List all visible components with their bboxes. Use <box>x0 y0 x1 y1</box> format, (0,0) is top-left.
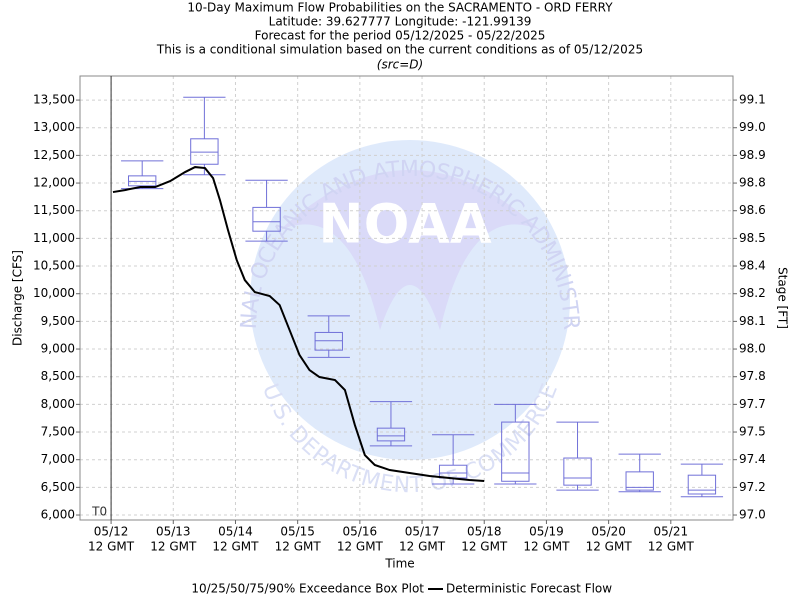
legend: 10/25/50/75/90% Exceedance Box Plot Dete… <box>191 582 612 596</box>
y2-tick-label: 97.2 <box>739 480 766 494</box>
y-axis-label: Discharge [CFS] <box>11 250 25 346</box>
y-tick-label: 11,000 <box>33 231 75 245</box>
x-tick-label: 05/12 <box>94 525 129 539</box>
y2-tick-label: 97.5 <box>739 425 766 439</box>
subtitle: This is a conditional simulation based o… <box>156 43 643 57</box>
y-tick-label: 7,500 <box>41 425 75 439</box>
x-tick-label: 05/14 <box>218 525 253 539</box>
x-tick-sublabel: 12 GMT <box>275 540 322 554</box>
x-tick-sublabel: 12 GMT <box>648 540 695 554</box>
box-body <box>376 427 406 442</box>
box-body <box>252 206 281 232</box>
x-tick-sublabel: 12 GMT <box>88 540 135 554</box>
x-tick-label: 05/17 <box>405 525 440 539</box>
x-tick-sublabel: 12 GMT <box>212 540 259 554</box>
y-tick-label: 11,500 <box>33 203 75 217</box>
box <box>245 179 288 242</box>
y2-tick-label: 98.6 <box>739 203 766 217</box>
box <box>618 453 661 493</box>
x-tick-label: 05/16 <box>343 525 378 539</box>
x-tick-sublabel: 12 GMT <box>523 540 570 554</box>
y2-tick-label: 98.2 <box>739 286 766 300</box>
legend-label: Deterministic Forecast Flow <box>446 582 612 596</box>
x-tick-label: 05/21 <box>654 525 689 539</box>
box-body <box>625 471 654 491</box>
y2-tick-label: 98.0 <box>739 342 766 356</box>
box-body <box>128 175 157 187</box>
x-axis-label: Time <box>384 557 414 571</box>
y2-axis-label: Stage [FT] <box>776 267 790 329</box>
x-tick-sublabel: 12 GMT <box>399 540 446 554</box>
forecast-line <box>112 166 485 483</box>
y2-tick-label: 97.8 <box>739 369 766 383</box>
y2-tick-label: 97.0 <box>739 508 766 522</box>
x-tick-sublabel: 12 GMT <box>586 540 633 554</box>
y2-tick-label: 98.5 <box>739 231 766 245</box>
box <box>556 421 599 491</box>
box <box>183 96 226 176</box>
y2-tick-label: 99.1 <box>739 93 766 107</box>
source: (src=D) <box>377 58 423 72</box>
y-tick-label: 13,000 <box>33 120 75 134</box>
y2-tick-label: 98.1 <box>739 314 766 328</box>
box <box>369 401 413 447</box>
y-tick-label: 10,000 <box>33 286 75 300</box>
y-tick-label: 8,500 <box>41 369 75 383</box>
x-tick-label: 05/15 <box>280 525 315 539</box>
x-tick-sublabel: 12 GMT <box>150 540 197 554</box>
y-tick-label: 7,000 <box>41 452 75 466</box>
watermark-bird <box>280 170 540 330</box>
y2-tick-label: 97.4 <box>739 452 766 466</box>
x-tick-sublabel: 12 GMT <box>337 540 384 554</box>
box-body <box>501 421 530 482</box>
y2-tick-label: 98.4 <box>739 259 766 273</box>
t0-label: T0 <box>91 505 107 519</box>
x-tick-label: 05/19 <box>529 525 564 539</box>
y-tick-label: 6,500 <box>41 480 75 494</box>
y-tick-label: 8,000 <box>41 397 75 411</box>
y-tick-label: 9,500 <box>41 314 75 328</box>
y-tick-label: 10,500 <box>33 259 75 273</box>
subtitle: Forecast for the period 05/12/2025 - 05/… <box>255 29 546 43</box>
y-tick-label: 12,500 <box>33 148 75 162</box>
y2-tick-label: 97.7 <box>739 397 766 411</box>
x-tick-sublabel: 12 GMT <box>461 540 508 554</box>
box <box>680 463 724 498</box>
box <box>494 403 537 485</box>
box-body <box>687 474 717 495</box>
x-tick-label: 05/18 <box>467 525 502 539</box>
y2-tick-label: 98.8 <box>739 176 766 190</box>
x-tick-label: 05/20 <box>591 525 626 539</box>
y-tick-label: 12,000 <box>33 176 75 190</box>
box-body <box>314 331 343 351</box>
y-tick-label: 6,000 <box>41 508 75 522</box>
plot-frame <box>79 75 734 521</box>
y-tick-label: 9,000 <box>41 342 75 356</box>
box <box>121 160 164 190</box>
box-body <box>563 457 592 486</box>
box <box>307 315 350 358</box>
box-body <box>190 138 219 165</box>
box <box>431 434 475 485</box>
watermark: NOAA NATIONAL OCEANIC AND ATMOSPHERIC AD… <box>0 0 583 498</box>
x-tick-label: 05/13 <box>156 525 191 539</box>
legend-label: 10/25/50/75/90% Exceedance Box Plot <box>191 582 424 596</box>
y2-tick-label: 99.0 <box>739 120 766 134</box>
y2-tick-label: 98.9 <box>739 148 766 162</box>
y-tick-label: 13,500 <box>33 93 75 107</box>
chart-title: 10-Day Maximum Flow Probabilities on the… <box>187 1 613 15</box>
subtitle: Latitude: 39.627777 Longitude: -121.9913… <box>269 15 532 29</box>
watermark-logo: NOAA <box>318 193 491 256</box>
